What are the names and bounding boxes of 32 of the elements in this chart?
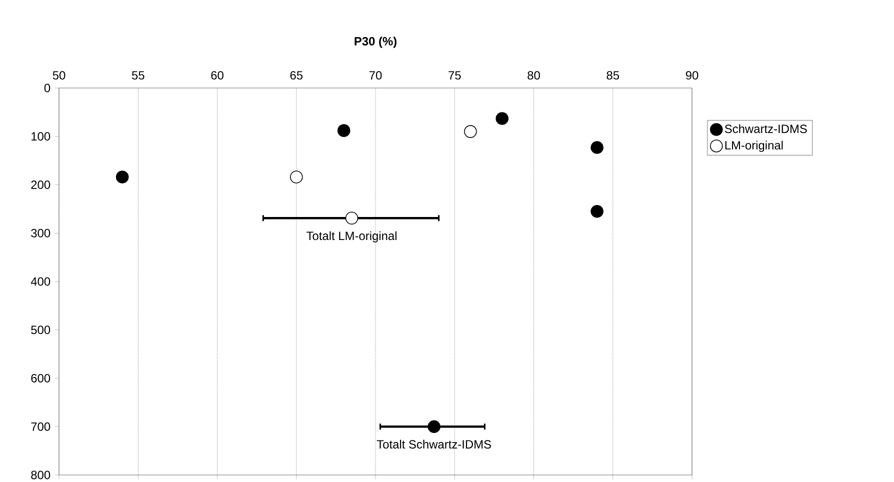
- annotation: Totalt LM-original: [306, 231, 396, 242]
- x-tick-label: 60: [211, 71, 224, 80]
- x-tick-label: 55: [132, 71, 144, 80]
- point: [116, 170, 129, 184]
- x-tick-label: 90: [686, 71, 698, 80]
- y-tick-label: 300: [31, 228, 50, 238]
- x-tick-label: 70: [369, 71, 382, 80]
- point: [428, 420, 440, 434]
- point: [337, 124, 350, 137]
- legend-label: Schwartz-IDMS: [724, 124, 807, 134]
- legend-label: LM-original: [725, 140, 783, 152]
- point: [290, 170, 303, 184]
- annotation: Totalt Schwartz-IDMS: [376, 440, 491, 449]
- x-tick-label: 80: [528, 71, 540, 80]
- point: [464, 125, 477, 138]
- y-tick-label: 200: [31, 180, 50, 189]
- y-tick-label: 400: [30, 277, 50, 286]
- chart-title: P30 (%): [354, 36, 396, 48]
- point: [345, 212, 358, 225]
- x-tick-label: 50: [52, 71, 66, 80]
- point: [590, 141, 604, 154]
- y-tick-label: 800: [31, 470, 50, 480]
- y-tick-label: 700: [31, 422, 50, 431]
- x-tick-label: 85: [606, 71, 620, 80]
- point: [590, 204, 604, 218]
- x-tick-label: 65: [290, 71, 303, 80]
- y-tick-label: 0: [44, 84, 50, 92]
- y-tick-label: 600: [31, 374, 50, 382]
- x-tick-label: 75: [448, 71, 461, 80]
- point: [496, 112, 509, 125]
- y-tick-label: 500: [31, 326, 50, 334]
- y-tick-label: 100: [32, 132, 50, 141]
